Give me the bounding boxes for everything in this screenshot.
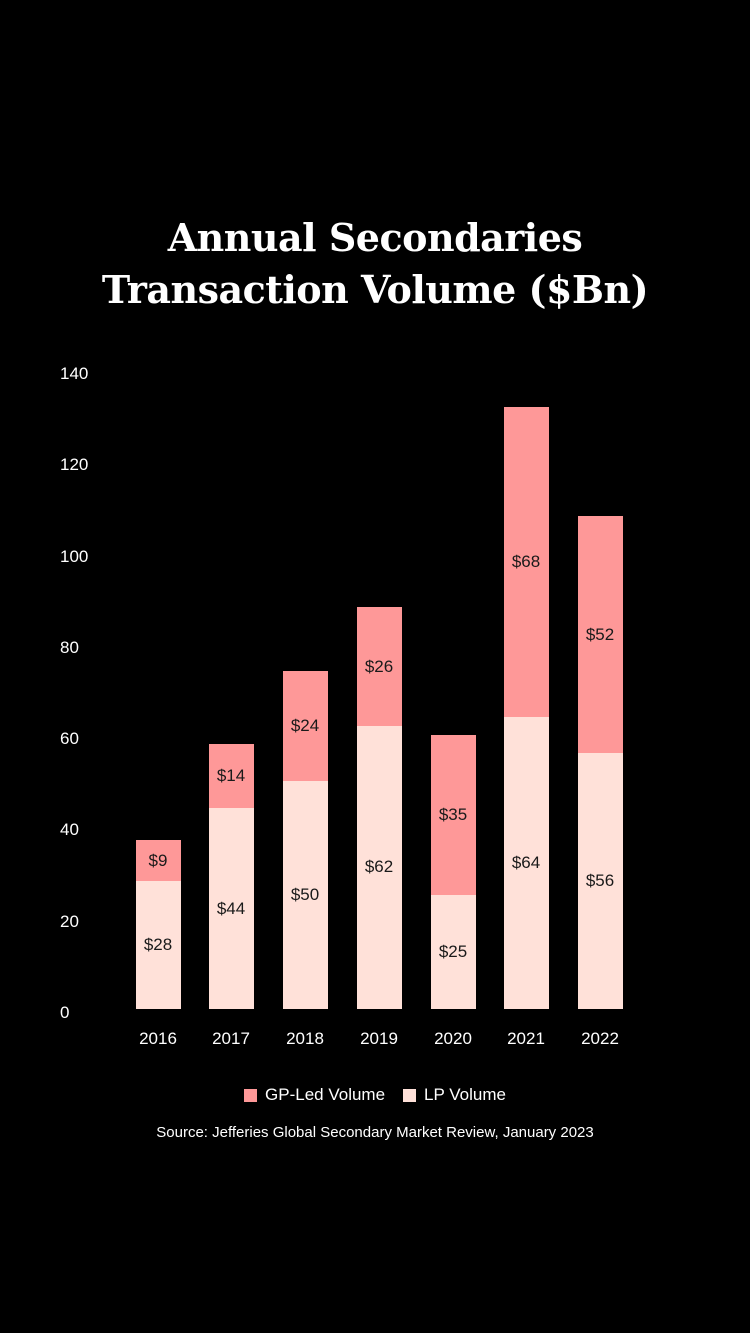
bar-2017: $14 $44 <box>208 744 254 1009</box>
gp-segment: $9 <box>135 840 181 882</box>
y-tick-label: 20 <box>60 911 79 931</box>
legend-item-lp: LP Volume <box>403 1085 506 1105</box>
y-tick-label: 60 <box>60 729 79 749</box>
gp-segment: $52 <box>577 516 623 754</box>
x-tick-label: 2020 <box>434 1029 472 1048</box>
y-tick-label: 0 <box>60 1003 70 1022</box>
bar-2019: $26 $62 <box>356 607 402 1009</box>
title-line-1: Annual Secondaries <box>167 215 583 260</box>
legend-label-lp: LP Volume <box>424 1085 506 1104</box>
gp-segment: $24 <box>282 671 328 781</box>
bar-2016: $9 $28 <box>135 840 181 1009</box>
gp-segment: $68 <box>503 406 549 717</box>
legend: GP-Led Volume LP Volume <box>0 1085 750 1105</box>
gp-swatch-icon <box>244 1088 258 1102</box>
legend-label-gp: GP-Led Volume <box>265 1085 386 1104</box>
y-tick-label: 40 <box>60 820 79 840</box>
y-tick-label: 80 <box>60 637 79 657</box>
lp-segment: $28 <box>135 881 181 1009</box>
x-tick-label: 2022 <box>581 1029 619 1048</box>
x-tick-label: 2016 <box>139 1029 177 1048</box>
x-tick-label: 2017 <box>212 1029 250 1048</box>
x-tick-label: 2021 <box>507 1029 545 1048</box>
lp-segment: $44 <box>208 808 254 1009</box>
y-tick-label: 140 <box>60 364 89 383</box>
lp-swatch-icon <box>403 1088 417 1102</box>
title-line-2: Transaction Volume ($Bn) <box>101 267 649 312</box>
bar-2021: $68 $64 <box>503 406 549 1009</box>
bar-2018: $24 $50 <box>282 671 328 1009</box>
lp-segment: $50 <box>282 780 328 1009</box>
bar-2022: $52 $56 <box>577 516 623 1009</box>
gp-segment: $26 <box>356 607 402 726</box>
chart-title: Annual Secondaries Transaction Volume ($… <box>0 212 750 316</box>
lp-segment: $25 <box>430 894 476 1009</box>
x-tick-label: 2019 <box>360 1029 398 1048</box>
x-tick-label: 2018 <box>286 1029 324 1048</box>
lp-segment: $64 <box>503 716 549 1009</box>
y-tick-label: 100 <box>60 546 89 566</box>
lp-segment: $62 <box>356 725 402 1009</box>
lp-segment: $56 <box>577 753 623 1009</box>
source-note: Source: Jefferies Global Secondary Marke… <box>156 1124 594 1141</box>
gp-segment: $14 <box>208 744 254 809</box>
legend-item-gp: GP-Led Volume <box>244 1085 385 1105</box>
bar-2020: $35 $25 <box>430 735 476 1009</box>
y-tick-label: 120 <box>60 455 89 475</box>
gp-segment: $35 <box>430 735 476 895</box>
